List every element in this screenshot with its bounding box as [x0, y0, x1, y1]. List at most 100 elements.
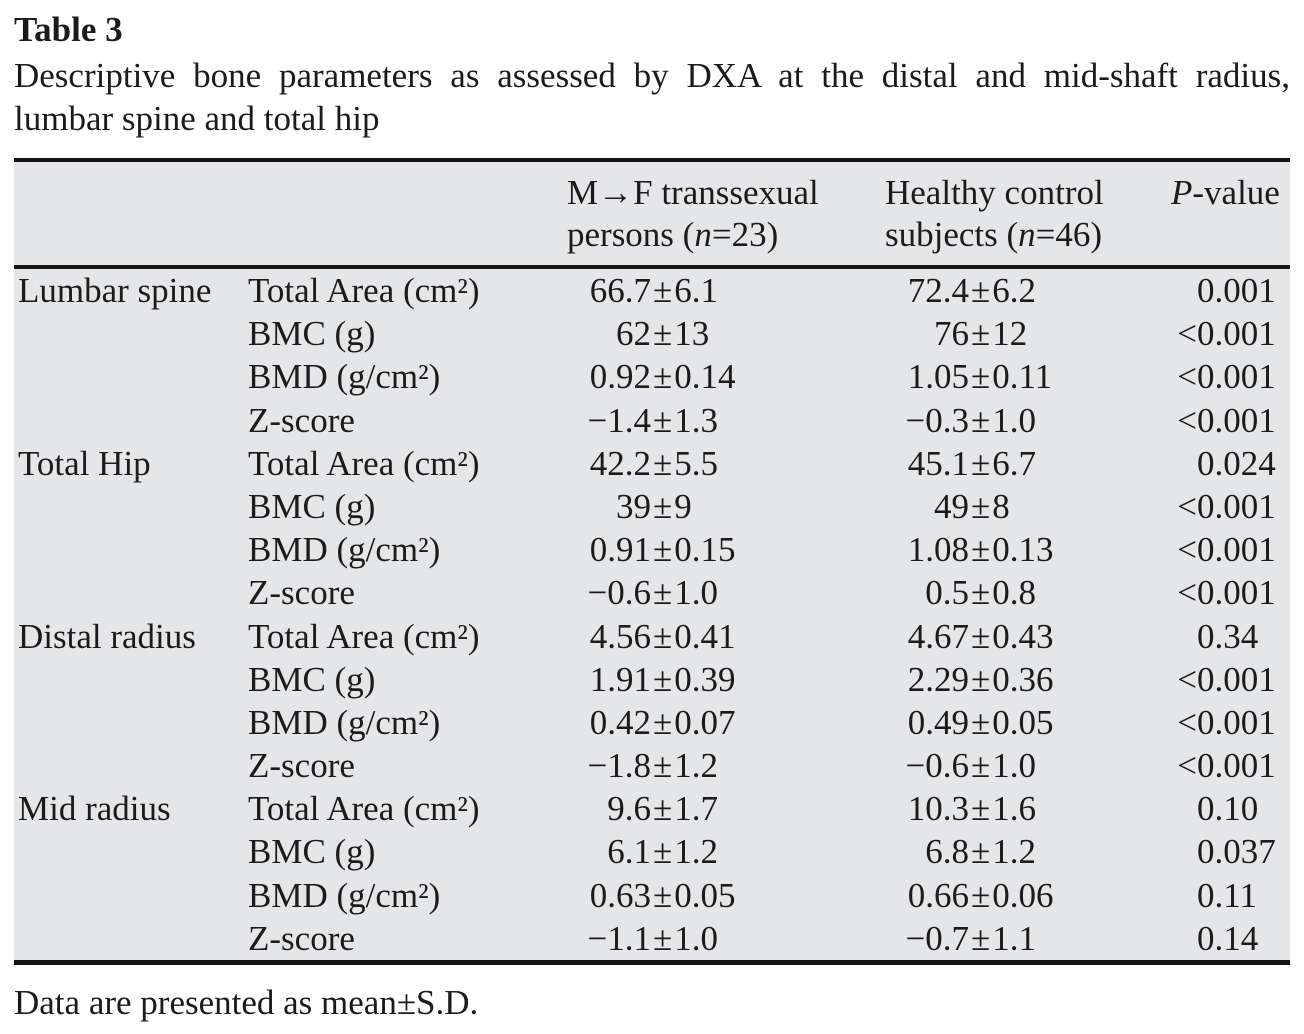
value-sd: 1.0: [992, 400, 1036, 440]
header-mf-line1: M→F transsexual: [567, 172, 885, 214]
header-p-line1: P-value: [1171, 172, 1290, 214]
region-cell: [18, 744, 248, 787]
value-mean: 10.3: [907, 789, 969, 829]
value-sd: 0.05: [674, 875, 736, 915]
region-cell: [18, 571, 248, 614]
value-sd: 0.05: [992, 702, 1054, 742]
parameter-cell: BMC (g): [248, 832, 376, 872]
parameter-cell: BMD (g/cm²): [248, 875, 441, 915]
value-mean: 1.91: [589, 659, 651, 699]
plus-minus-sign: ±: [971, 832, 991, 872]
value-mean: 0.66: [907, 875, 969, 915]
p-value-cell: 0.037: [1171, 830, 1290, 873]
parameter-cell: BMD (g/cm²): [248, 357, 441, 397]
header-p-column: P-value: [1171, 172, 1290, 256]
p-value-number: 0.001: [1197, 573, 1276, 613]
value-mean: 39: [616, 486, 651, 526]
mf-value-cell: 39±9: [567, 485, 885, 528]
plus-minus-sign: ±: [971, 443, 991, 483]
table-row: Mid radius Total Area (cm²) 9.6±1.7 10.3±1.…: [14, 787, 1290, 830]
table-title: Table 3: [14, 10, 123, 49]
table-row: BMC (g) 62±13 76±12 <0.001: [14, 312, 1290, 355]
plus-minus-sign: ±: [653, 746, 673, 786]
value-mean: 0.42: [589, 702, 651, 742]
plus-minus-sign: ±: [653, 357, 673, 397]
plus-minus-sign: ±: [653, 616, 673, 656]
value-sd: 1.1: [992, 918, 1036, 958]
p-value-number: 0.10: [1197, 789, 1259, 829]
table-body: Lumbar spine Total Area (cm²) 66.7±6.1 72.4…: [14, 269, 1290, 960]
value-sd: 1.3: [674, 400, 718, 440]
mf-value-cell: 4.56±0.41: [567, 615, 885, 658]
plus-minus-sign: ±: [971, 789, 991, 829]
header-hc-line1: Healthy control: [885, 172, 1171, 214]
header-text-segment: n: [694, 215, 712, 254]
table-row: BMC (g) 39±9 49±8 <0.001: [14, 485, 1290, 528]
value-mean: 9.6: [607, 789, 651, 829]
value-sd: 1.0: [674, 918, 718, 958]
p-value-cell: <0.001: [1171, 485, 1290, 528]
header-text-segment: =46): [1035, 215, 1103, 254]
table-row: Total Hip Total Area (cm²) 42.2±5.5 45.1±6.…: [14, 442, 1290, 485]
plus-minus-sign: ±: [653, 314, 673, 354]
table-row: Z-score −1.8±1.2 −0.6±1.0 <0.001: [14, 744, 1290, 787]
less-than-sign: <: [1177, 530, 1197, 570]
plus-minus-sign: ±: [653, 530, 673, 570]
p-value-cell: <0.001: [1171, 312, 1290, 355]
value-mean: 66.7: [589, 271, 651, 310]
table-row: Z-score −1.4±1.3 −0.3±1.0 <0.001: [14, 399, 1290, 442]
region-cell: [18, 355, 248, 398]
hc-value-cell: 1.08±0.13: [885, 528, 1171, 571]
mf-value-cell: 1.91±0.39: [567, 658, 885, 701]
region-cell: Mid radius: [18, 789, 171, 829]
value-mean: 0.92: [589, 357, 651, 397]
value-mean: −0.3: [905, 400, 970, 440]
p-value-cell: 0.11: [1171, 874, 1290, 917]
less-than-sign: <: [1177, 659, 1197, 699]
value-mean: 2.29: [907, 659, 969, 699]
header-mf-line2: persons (n=23): [567, 214, 885, 256]
table-header-row: M→F transsexual persons (n=23) Healthy c…: [14, 162, 1290, 269]
p-value-cell: <0.001: [1171, 701, 1290, 744]
value-sd: 0.41: [674, 616, 736, 656]
value-sd: 0.13: [992, 530, 1054, 570]
plus-minus-sign: ±: [653, 659, 673, 699]
value-mean: 0.49: [907, 702, 969, 742]
hc-value-cell: 6.8±1.2: [885, 830, 1171, 873]
header-text-segment: persons (: [567, 215, 695, 254]
header-text-segment: subjects (: [885, 215, 1019, 254]
parameter-cell: Z-score: [248, 573, 355, 613]
header-text-segment: P: [1171, 173, 1193, 212]
header-text-segment: -value: [1192, 173, 1280, 212]
data-table: M→F transsexual persons (n=23) Healthy c…: [14, 158, 1290, 965]
plus-minus-sign: ±: [971, 659, 991, 699]
plus-minus-sign: ±: [653, 702, 673, 742]
header-parameter-cell: [248, 172, 567, 256]
table-caption-line2: lumbar spine and total hip: [14, 99, 380, 138]
p-value-number: 0.001: [1197, 357, 1276, 397]
value-sd: 6.2: [992, 271, 1036, 310]
p-value-number: 0.001: [1197, 314, 1276, 354]
p-value-cell: <0.001: [1171, 399, 1290, 442]
p-value-number: 0.14: [1197, 918, 1259, 958]
table-row: Distal radius Total Area (cm²) 4.56±0.41 4.…: [14, 615, 1290, 658]
value-mean: 4.67: [907, 616, 969, 656]
plus-minus-sign: ±: [653, 486, 673, 526]
value-sd: 5.5: [674, 443, 718, 483]
plus-minus-sign: ±: [971, 400, 991, 440]
p-value-number: 0.024: [1197, 443, 1276, 483]
region-cell: [18, 874, 248, 917]
value-mean: 4.56: [589, 616, 651, 656]
p-value-cell: 0.14: [1171, 917, 1290, 960]
hc-value-cell: 0.49±0.05: [885, 701, 1171, 744]
value-mean: 76: [934, 314, 969, 354]
mf-value-cell: 0.92±0.14: [567, 355, 885, 398]
p-value-cell: <0.001: [1171, 658, 1290, 701]
p-value-cell: <0.001: [1171, 355, 1290, 398]
header-mf-column: M→F transsexual persons (n=23): [567, 172, 885, 256]
value-sd: 9: [674, 486, 692, 526]
mf-value-cell: 0.91±0.15: [567, 528, 885, 571]
plus-minus-sign: ±: [653, 918, 673, 958]
p-value-number: 0.001: [1197, 746, 1276, 786]
mf-value-cell: 9.6±1.7: [567, 787, 885, 830]
